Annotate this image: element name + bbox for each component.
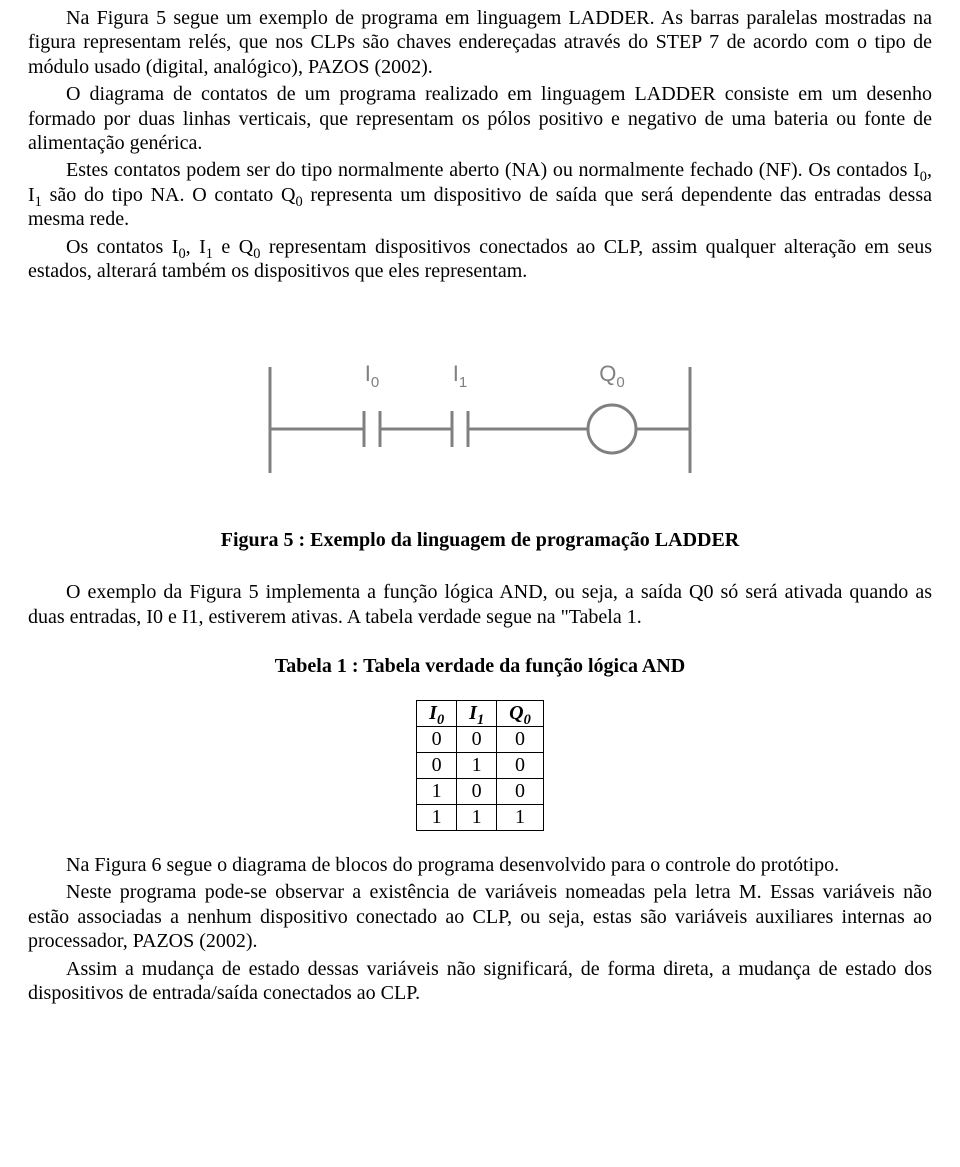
figure-5-caption: Figura 5 : Exemplo da linguagem de progr… <box>28 529 932 552</box>
paragraph-1: Na Figura 5 segue um exemplo de programa… <box>28 6 932 79</box>
truth-cell: 0 <box>417 753 457 779</box>
truth-cell: 1 <box>457 805 497 831</box>
table-row: 000 <box>417 727 544 753</box>
p3-a: Estes contatos podem ser do tipo normalm… <box>66 159 920 181</box>
truth-cell: 0 <box>457 779 497 805</box>
truth-cell: 1 <box>417 779 457 805</box>
paragraph-7: Neste programa pode-se observar a existê… <box>28 880 932 953</box>
paragraph-8: Assim a mudança de estado dessas variáve… <box>28 957 932 1006</box>
table-1-caption: Tabela 1 : Tabela verdade da função lógi… <box>28 655 932 678</box>
paragraph-5: O exemplo da Figura 5 implementa a funçã… <box>28 580 932 629</box>
ladder-diagram: I0 I1 Q0 <box>260 337 700 477</box>
p4-c: e Q <box>213 236 253 258</box>
p3-c: são do tipo NA. O contato Q <box>42 184 296 206</box>
truth-cell: 0 <box>497 753 544 779</box>
truth-cell: 1 <box>497 805 544 831</box>
truth-header: Q0 <box>497 701 544 727</box>
svg-text:Q0: Q0 <box>599 361 624 391</box>
figure-5-wrap: I0 I1 Q0 <box>28 337 932 483</box>
p4-a: Os contatos I <box>66 236 178 258</box>
paragraph-4: Os contatos I0, I1 e Q0 representam disp… <box>28 235 932 284</box>
paragraph-2: O diagrama de contatos de um programa re… <box>28 82 932 155</box>
table-row: 111 <box>417 805 544 831</box>
table-row: 010 <box>417 753 544 779</box>
paragraph-3: Estes contatos podem ser do tipo normalm… <box>28 158 932 231</box>
svg-text:I1: I1 <box>453 361 467 391</box>
truth-cell: 0 <box>417 727 457 753</box>
p4-b: , I <box>186 236 206 258</box>
figure-5: I0 I1 Q0 <box>260 337 700 483</box>
table-row: 100 <box>417 779 544 805</box>
truth-cell: 1 <box>457 753 497 779</box>
truth-cell: 0 <box>457 727 497 753</box>
sub-0b: 0 <box>295 194 302 210</box>
truth-header: I1 <box>457 701 497 727</box>
svg-text:I0: I0 <box>365 361 379 391</box>
paragraph-6: Na Figura 6 segue o diagrama de blocos d… <box>28 853 932 877</box>
truth-cell: 0 <box>497 727 544 753</box>
truth-cell: 0 <box>497 779 544 805</box>
truth-cell: 1 <box>417 805 457 831</box>
truth-table: I0I1Q0000010100111 <box>416 700 544 831</box>
truth-table-wrap: I0I1Q0000010100111 <box>28 700 932 831</box>
truth-header: I0 <box>417 701 457 727</box>
page: Na Figura 5 segue um exemplo de programa… <box>0 0 960 1028</box>
